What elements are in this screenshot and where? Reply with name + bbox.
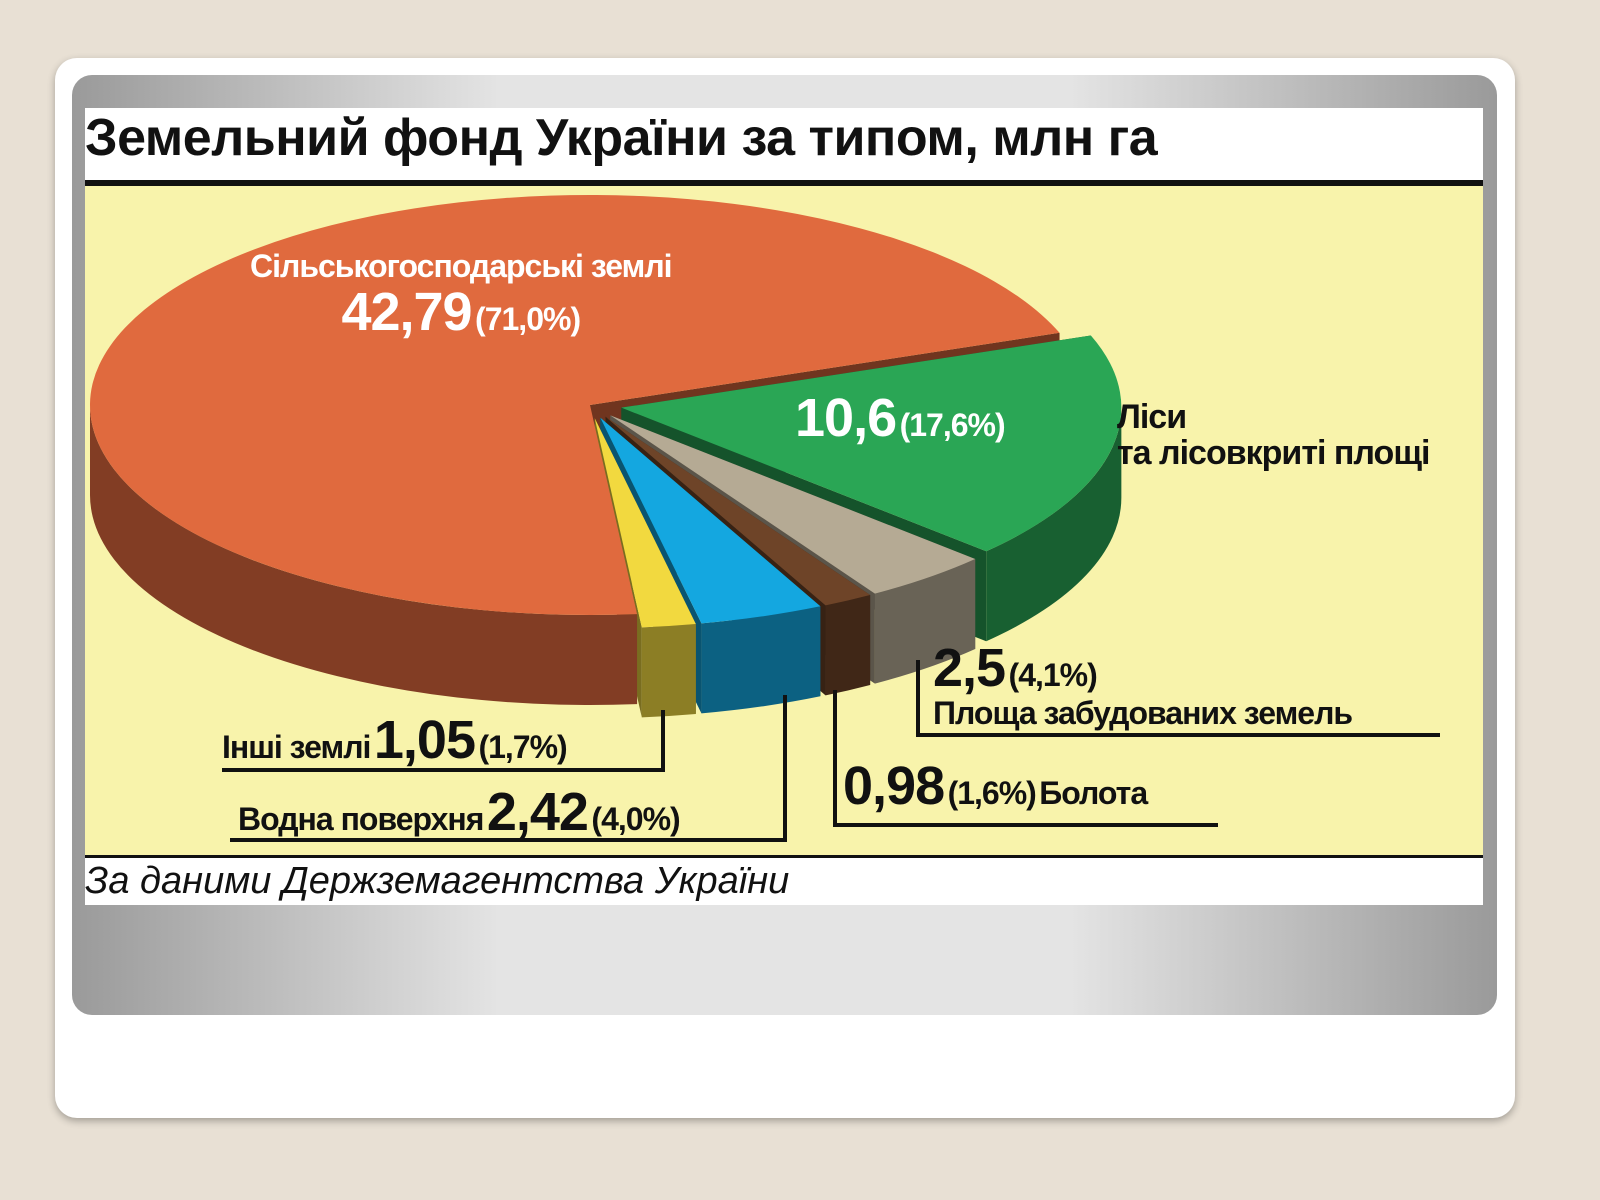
value-label: 1,05 [373,710,476,770]
leader-line [833,690,1218,827]
slice-side [641,623,696,718]
slice [610,415,976,594]
percent-label: (1,7%) [478,729,567,765]
slice-label: Водна поверхня 2,42 (4,0%) [238,782,681,842]
category-label: Болота [1039,775,1148,811]
slice [594,418,696,628]
percent-label: (17,6%) [899,407,1006,443]
slice-label: 2,5 (4,1%) Площа забудованих земель [933,638,1353,731]
slice-label: 0,98 (1,6%) Болота [843,756,1148,816]
slice [90,194,1060,615]
leader-line [230,695,787,842]
percent-label: (1,6%) [947,775,1037,811]
category-label: Ліси та лісовкриті площі [1117,398,1430,472]
slice [621,335,1122,552]
percent-label: (4,1%) [1008,657,1098,693]
category-label: Площа забудованих земель [933,694,1353,731]
slice [600,417,821,624]
slice-side [825,594,871,696]
slice-side [874,558,976,684]
category-label: Водна поверхня [238,801,484,837]
category-label: Інші землі [222,729,371,765]
category-label: Сільськогосподарські землі [250,248,673,284]
chart-title: Земельний фонд України за типом, млн га [85,109,1158,167]
slice [605,416,871,606]
slice-label: Сільськогосподарські землі 42,79 (71,0%) [250,248,673,342]
slice-side [90,405,638,705]
percent-label: (71,0%) [475,300,581,337]
percent-label: (4,0%) [591,801,680,837]
value-label: 10,6 [795,388,897,448]
value-label: 42,79 [341,281,472,342]
value-label: 0,98 [843,756,945,816]
slice-label: Інші землі 1,05 (1,7%) [222,710,568,770]
leader-line [222,710,665,772]
value-label: 2,5 [933,638,1006,698]
value-label: 2,42 [486,782,589,842]
slice-side [986,407,1122,642]
leader-line [916,660,1440,737]
slice-label: 10,6 (17,6%) [795,388,1006,448]
source-note: За даними Держземагентства України [85,860,790,902]
slice-side [701,606,821,714]
